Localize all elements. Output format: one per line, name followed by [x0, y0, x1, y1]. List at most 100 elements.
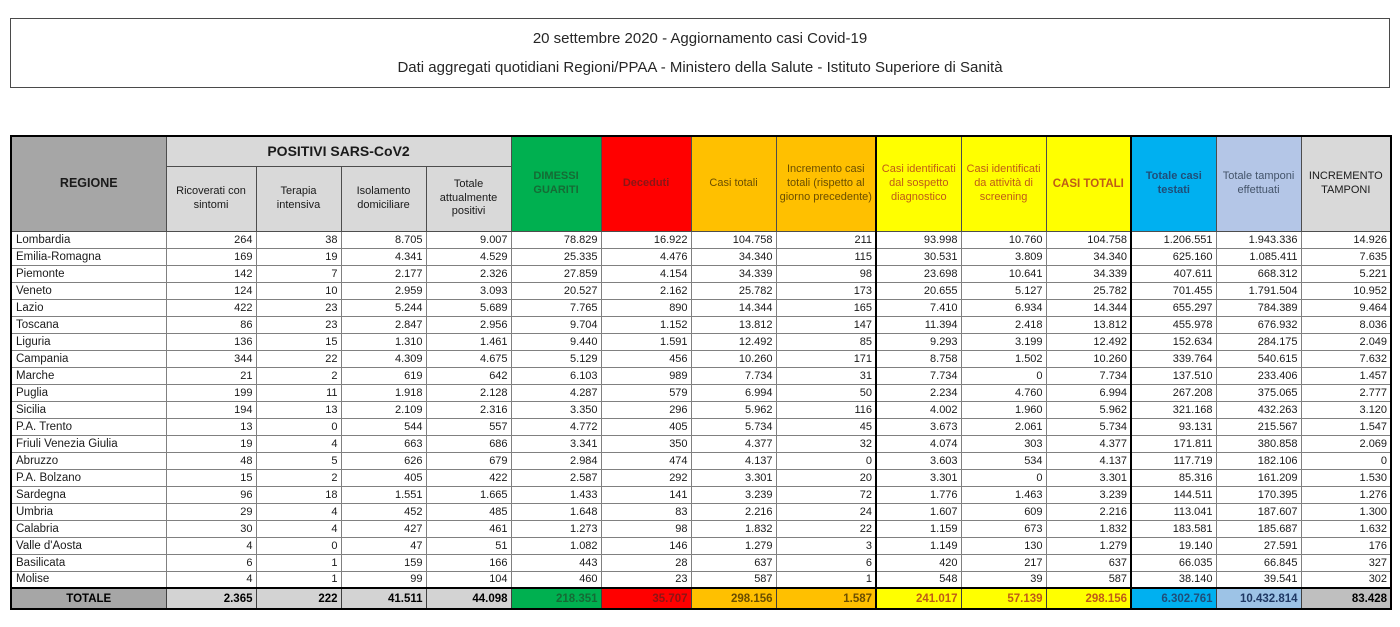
value-cell: 5.962: [1045, 400, 1132, 419]
value-cell: 2.956: [425, 315, 512, 334]
value-cell: 4: [255, 434, 342, 453]
value-cell: 29: [165, 502, 257, 521]
total-value-cell: 298.156: [1045, 587, 1132, 610]
value-cell: 15: [255, 332, 342, 351]
value-cell: 1.457: [1300, 366, 1392, 385]
value-cell: 38: [255, 230, 342, 249]
value-cell: 5: [255, 451, 342, 470]
region-name: Friuli Venezia Giulia: [10, 434, 167, 453]
value-cell: 39.541: [1215, 570, 1302, 589]
value-cell: 292: [600, 468, 692, 487]
value-cell: 10.260: [690, 349, 777, 368]
value-cell: 1.149: [875, 536, 962, 555]
value-cell: 2.177: [340, 264, 427, 283]
value-cell: 1.791.504: [1215, 281, 1302, 300]
value-cell: 7.734: [1045, 366, 1132, 385]
table-row: Sicilia 194 13 2.109 2.316 3.350 296 5.962 116 4.…: [10, 400, 1392, 419]
value-cell: 30.531: [875, 247, 962, 266]
total-value-cell: 83.428: [1300, 587, 1392, 610]
value-cell: 7.765: [510, 298, 602, 317]
value-cell: 432.263: [1215, 400, 1302, 419]
value-cell: 13.812: [1045, 315, 1132, 334]
value-cell: 13: [165, 417, 257, 436]
region-name: Veneto: [10, 281, 167, 300]
value-cell: 534: [960, 451, 1047, 470]
total-value-cell: 44.098: [425, 587, 512, 610]
value-cell: 161.209: [1215, 468, 1302, 487]
table-row: Marche 21 2 619 642 6.103 989 7.734 31 7.734 0 7.73…: [10, 366, 1392, 385]
value-cell: 1: [775, 570, 877, 589]
column-header-incremento-tamponi: INCREMENTO TAMPONI: [1300, 135, 1392, 232]
value-cell: 31: [775, 366, 877, 385]
column-header-ricoverati-con-sintomi: Ricoverati con sintomi: [165, 165, 257, 232]
table-row: Calabria 30 4 427 461 1.273 98 1.832 22 1.159 673 1…: [10, 519, 1392, 538]
region-name: Campania: [10, 349, 167, 368]
value-cell: 1.463: [960, 485, 1047, 504]
value-cell: 187.607: [1215, 502, 1302, 521]
value-cell: 2.128: [425, 383, 512, 402]
value-cell: 28: [600, 553, 692, 572]
value-cell: 6.934: [960, 298, 1047, 317]
value-cell: 7.632: [1300, 349, 1392, 368]
value-cell: 989: [600, 366, 692, 385]
column-header-terapia-intensiva: Terapia intensiva: [255, 165, 342, 232]
title-box: 20 settembre 2020 - Aggiornamento casi C…: [10, 18, 1390, 88]
column-header-regione: REGIONE: [10, 135, 167, 232]
table-row: P.A. Trento 13 0 544 557 4.772 405 5.734 45 3.673…: [10, 417, 1392, 436]
value-cell: 4.760: [960, 383, 1047, 402]
table-row: Puglia 199 11 1.918 2.128 4.287 579 6.994 50 2.23…: [10, 383, 1392, 402]
value-cell: 170.395: [1215, 485, 1302, 504]
value-cell: 5.127: [960, 281, 1047, 300]
value-cell: 637: [690, 553, 777, 572]
column-header-casi-totali-upper: CASI TOTALI: [1045, 135, 1132, 232]
value-cell: 173: [775, 281, 877, 300]
value-cell: 5.221: [1300, 264, 1392, 283]
value-cell: 19: [165, 434, 257, 453]
value-cell: 2.049: [1300, 332, 1392, 351]
total-value-cell: 35.707: [600, 587, 692, 610]
value-cell: 169: [165, 247, 257, 266]
region-name: P.A. Bolzano: [10, 468, 167, 487]
value-cell: 3.120: [1300, 400, 1392, 419]
value-cell: 2: [255, 468, 342, 487]
value-cell: 456: [600, 349, 692, 368]
total-value-cell: 218.351: [510, 587, 602, 610]
title-line-1: 20 settembre 2020 - Aggiornamento casi C…: [532, 30, 868, 48]
region-name: Liguria: [10, 332, 167, 351]
value-cell: 4.309: [340, 349, 427, 368]
value-cell: 587: [690, 570, 777, 589]
value-cell: 2.216: [1045, 502, 1132, 521]
value-cell: 25.335: [510, 247, 602, 266]
value-cell: 1.551: [340, 485, 427, 504]
value-cell: 1.276: [1300, 485, 1392, 504]
value-cell: 66.035: [1130, 553, 1217, 572]
total-value-cell: 41.511: [340, 587, 427, 610]
value-cell: 1: [255, 570, 342, 589]
value-cell: 3.239: [1045, 485, 1132, 504]
value-cell: 15: [165, 468, 257, 487]
region-name: Abruzzo: [10, 451, 167, 470]
value-cell: 104.758: [1045, 230, 1132, 249]
value-cell: 474: [600, 451, 692, 470]
value-cell: 427: [340, 519, 427, 538]
value-cell: 34.340: [690, 247, 777, 266]
value-cell: 2.587: [510, 468, 602, 487]
region-name: Umbria: [10, 502, 167, 521]
table-row: Veneto 124 10 2.959 3.093 20.527 2.162 25.782 17…: [10, 281, 1392, 300]
value-cell: 38.140: [1130, 570, 1217, 589]
value-cell: 461: [425, 519, 512, 538]
total-value-cell: 222: [255, 587, 342, 610]
total-value-cell: 241.017: [875, 587, 962, 610]
value-cell: 4: [255, 519, 342, 538]
total-value-cell: 57.139: [960, 587, 1047, 610]
value-cell: 1.082: [510, 536, 602, 555]
value-cell: 116: [775, 400, 877, 419]
value-cell: 267.208: [1130, 383, 1217, 402]
value-cell: 321.168: [1130, 400, 1217, 419]
value-cell: 6: [165, 553, 257, 572]
table-row: Piemonte 142 7 2.177 2.326 27.859 4.154 34.339 9…: [10, 264, 1392, 283]
value-cell: 85.316: [1130, 468, 1217, 487]
total-label: TOTALE: [10, 587, 167, 610]
table-row: P.A. Bolzano 15 2 405 422 2.587 292 3.301 20 3.30…: [10, 468, 1392, 487]
value-cell: 548: [875, 570, 962, 589]
